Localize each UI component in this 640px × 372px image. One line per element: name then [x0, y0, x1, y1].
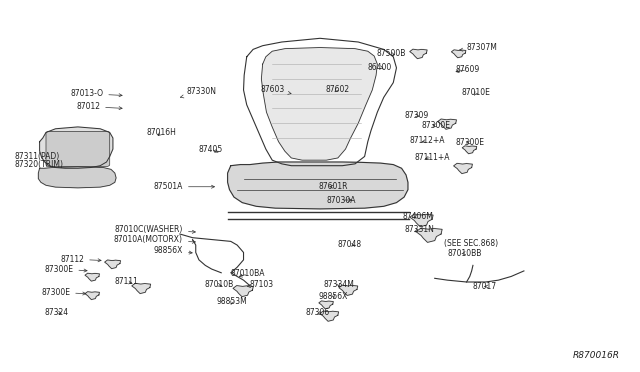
- Polygon shape: [105, 260, 120, 269]
- Text: 98856X: 98856X: [319, 292, 348, 301]
- Polygon shape: [462, 146, 477, 154]
- Text: 87406M: 87406M: [403, 212, 434, 221]
- Text: 98856X: 98856X: [154, 246, 192, 255]
- Polygon shape: [132, 283, 150, 294]
- Text: 87330N: 87330N: [180, 87, 216, 98]
- Text: 87013-O: 87013-O: [70, 89, 122, 98]
- Text: 87016H: 87016H: [147, 128, 177, 137]
- Text: 87010BB: 87010BB: [447, 249, 482, 258]
- Text: 87311(PAD): 87311(PAD): [14, 152, 60, 161]
- Polygon shape: [233, 286, 253, 296]
- Polygon shape: [320, 311, 339, 321]
- Text: 87010B: 87010B: [204, 280, 233, 289]
- Text: 87300E: 87300E: [44, 264, 87, 273]
- Text: 87300E: 87300E: [422, 121, 451, 129]
- Polygon shape: [228, 162, 408, 209]
- Text: 87112+A: 87112+A: [409, 137, 445, 145]
- Polygon shape: [410, 49, 427, 59]
- Text: 87300E: 87300E: [41, 288, 86, 297]
- FancyBboxPatch shape: [46, 131, 109, 166]
- Polygon shape: [85, 273, 99, 281]
- Polygon shape: [339, 285, 358, 295]
- Text: 87010A(MOTORX): 87010A(MOTORX): [114, 235, 195, 244]
- Text: 87010E: 87010E: [461, 89, 490, 97]
- Text: 87307M: 87307M: [460, 43, 497, 52]
- Text: 98853M: 98853M: [217, 297, 248, 306]
- Text: 86400: 86400: [368, 62, 392, 72]
- Text: 87405: 87405: [199, 145, 223, 154]
- Text: 87012: 87012: [76, 102, 122, 111]
- Text: 87603: 87603: [260, 85, 291, 94]
- Text: 87320(TRIM): 87320(TRIM): [14, 160, 63, 169]
- Polygon shape: [40, 127, 113, 168]
- Text: 87103: 87103: [247, 280, 274, 289]
- Polygon shape: [438, 119, 456, 129]
- Polygon shape: [454, 163, 472, 174]
- Text: (SEE SEC.868): (SEE SEC.868): [444, 239, 499, 248]
- Text: 87334M: 87334M: [323, 280, 354, 289]
- Polygon shape: [261, 48, 378, 160]
- Polygon shape: [410, 214, 433, 227]
- Text: 87501A: 87501A: [154, 182, 214, 191]
- Text: 87500B: 87500B: [376, 49, 406, 58]
- Text: 87300E: 87300E: [455, 138, 484, 147]
- Polygon shape: [38, 167, 116, 188]
- Text: 87306: 87306: [306, 308, 330, 317]
- Text: 87010C(WASHER): 87010C(WASHER): [115, 225, 195, 234]
- Text: 87111+A: 87111+A: [414, 153, 450, 162]
- Text: R870016R: R870016R: [573, 350, 620, 359]
- Text: 87309: 87309: [404, 110, 428, 120]
- Polygon shape: [416, 228, 442, 243]
- Text: 87111: 87111: [115, 278, 139, 286]
- Text: 87017: 87017: [473, 282, 497, 291]
- Text: 87010BA: 87010BA: [231, 269, 266, 278]
- Text: 87048: 87048: [338, 240, 362, 249]
- Text: 87609: 87609: [455, 65, 479, 74]
- Text: 87030A: 87030A: [326, 196, 356, 205]
- Text: 87112: 87112: [60, 254, 101, 264]
- Text: 87324: 87324: [45, 308, 69, 317]
- Text: 87601R: 87601R: [319, 182, 348, 191]
- Text: 87602: 87602: [325, 85, 349, 94]
- Text: 87331N: 87331N: [404, 225, 434, 234]
- Polygon shape: [451, 50, 466, 58]
- Polygon shape: [85, 292, 99, 299]
- Polygon shape: [319, 301, 333, 309]
